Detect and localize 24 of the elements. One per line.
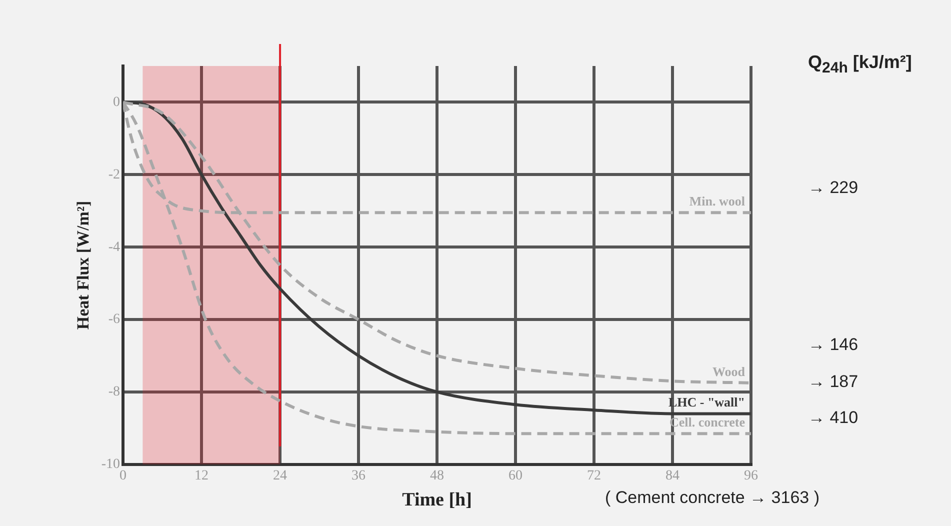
x-tick-label: 84 <box>666 468 680 484</box>
y-tick-label: -4 <box>108 240 120 255</box>
x-tick-label: 72 <box>587 468 602 484</box>
series-label: Wood <box>712 364 746 379</box>
text: → 187 <box>808 372 858 392</box>
text: → 146 <box>808 335 858 355</box>
y-tick-label: -8 <box>108 384 120 400</box>
x-tick-label: 60 <box>508 468 523 484</box>
x-tick-label: 96 <box>744 468 758 484</box>
text: → 410 <box>808 408 858 428</box>
text: ( Cement concrete → 3163 ) <box>605 488 820 508</box>
x-tick-label: 48 <box>430 468 444 484</box>
x-axis-title: Time [h] <box>402 490 472 511</box>
x-tick-label: 12 <box>194 468 209 484</box>
y-axis-title: Heat Flux [W/m²] <box>74 200 93 330</box>
y-tick-label: -10 <box>101 457 120 472</box>
y-tick-label: -6 <box>108 312 120 328</box>
x-tick-label: 36 <box>352 468 366 484</box>
y-tick-label: 0 <box>113 94 120 110</box>
series-label: Min. wool <box>689 194 746 209</box>
y-tick-label: -2 <box>108 167 120 182</box>
text: Q$_{24h}$ [kJ/m²] <box>808 52 912 77</box>
x-tick-label: 24 <box>273 468 288 484</box>
text: → 229 <box>808 178 858 198</box>
